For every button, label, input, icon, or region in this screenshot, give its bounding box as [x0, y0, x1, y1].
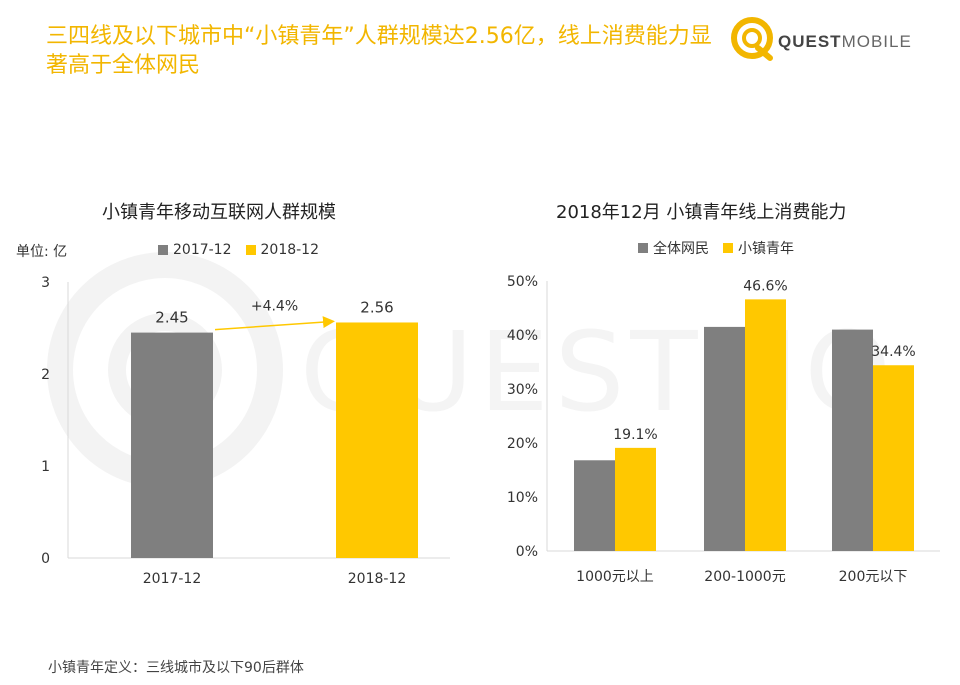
right-bar-小镇青年-1000元以上 — [615, 447, 656, 551]
right-y-tick-label: 50% — [507, 274, 538, 290]
logo-wordmark: QUESTMOBILE — [778, 32, 912, 51]
right-chart-title: 2018年12月 小镇青年线上消费能力 — [556, 202, 847, 223]
left-bar-value-label: 2.56 — [360, 298, 393, 316]
right-x-tick-label: 200元以下 — [839, 569, 908, 585]
right-bar-value-label: 46.6% — [743, 278, 787, 294]
left-chart-legend: 2017-12 2018-12 — [158, 242, 333, 258]
left-chart-title: 小镇青年移动互联网人群规模 — [102, 202, 336, 223]
legend-item-2018: 2018-12 — [245, 242, 319, 258]
right-x-tick-label: 200-1000元 — [704, 569, 785, 585]
left-y-tick-label: 1 — [41, 459, 50, 475]
page-headline: 三四线及以下城市中“小镇青年”人群规模达2.56亿，线上消费能力显著高于全体网民 — [46, 24, 712, 78]
right-bar-全体网民-1000元以上 — [574, 460, 615, 551]
right-bar-全体网民-200-1000元 — [704, 326, 745, 551]
questmobile-logo: QUESTMOBILE — [728, 14, 928, 64]
left-y-tick-label: 0 — [41, 551, 50, 567]
left-x-tick-label: 2017-12 — [143, 571, 202, 587]
right-bar-小镇青年-200-1000元 — [745, 299, 786, 551]
left-bar-value-label: 2.45 — [155, 309, 188, 327]
legend-item-2017: 2017-12 — [158, 242, 232, 258]
footnote: 小镇青年定义：三线城市及以下90后群体 — [48, 660, 304, 676]
right-bar-小镇青年-200元以下 — [873, 365, 914, 551]
right-y-tick-label: 20% — [507, 436, 538, 452]
right-chart-plot: 0% 10% 20% 30% 40% 50% 19.1% 1000元以上 46.6% 200-10… — [507, 274, 940, 585]
right-chart-legend: 全体网民 小镇青年 — [638, 238, 808, 258]
left-y-tick-label: 2 — [41, 367, 50, 383]
right-y-tick-label: 0% — [516, 544, 538, 560]
left-y-tick-label: 3 — [41, 275, 50, 291]
right-y-tick-label: 30% — [507, 382, 538, 398]
growth-annotation: +4.4% — [251, 298, 298, 314]
left-bar-2018-12 — [336, 322, 418, 558]
right-bar-value-label: 34.4% — [871, 344, 915, 360]
logo-mark-icon — [731, 17, 773, 61]
left-chart-unit: 单位: 亿 — [16, 244, 68, 260]
left-x-tick-label: 2018-12 — [348, 571, 407, 587]
legend-item-all-netizens: 全体网民 — [638, 238, 709, 258]
right-bar-value-label: 19.1% — [613, 427, 657, 443]
left-chart-plot: 0 1 2 3 2.45 2017-12 2.56 2018-12 +4.4% — [41, 275, 450, 587]
left-bar-2017-12 — [131, 332, 213, 558]
right-y-tick-label: 10% — [507, 490, 538, 506]
right-x-tick-label: 1000元以上 — [576, 569, 654, 585]
legend-item-small-town-youth: 小镇青年 — [723, 238, 794, 258]
right-bar-全体网民-200元以下 — [832, 329, 873, 551]
growth-arrow — [214, 316, 335, 331]
right-y-tick-label: 40% — [507, 328, 538, 344]
